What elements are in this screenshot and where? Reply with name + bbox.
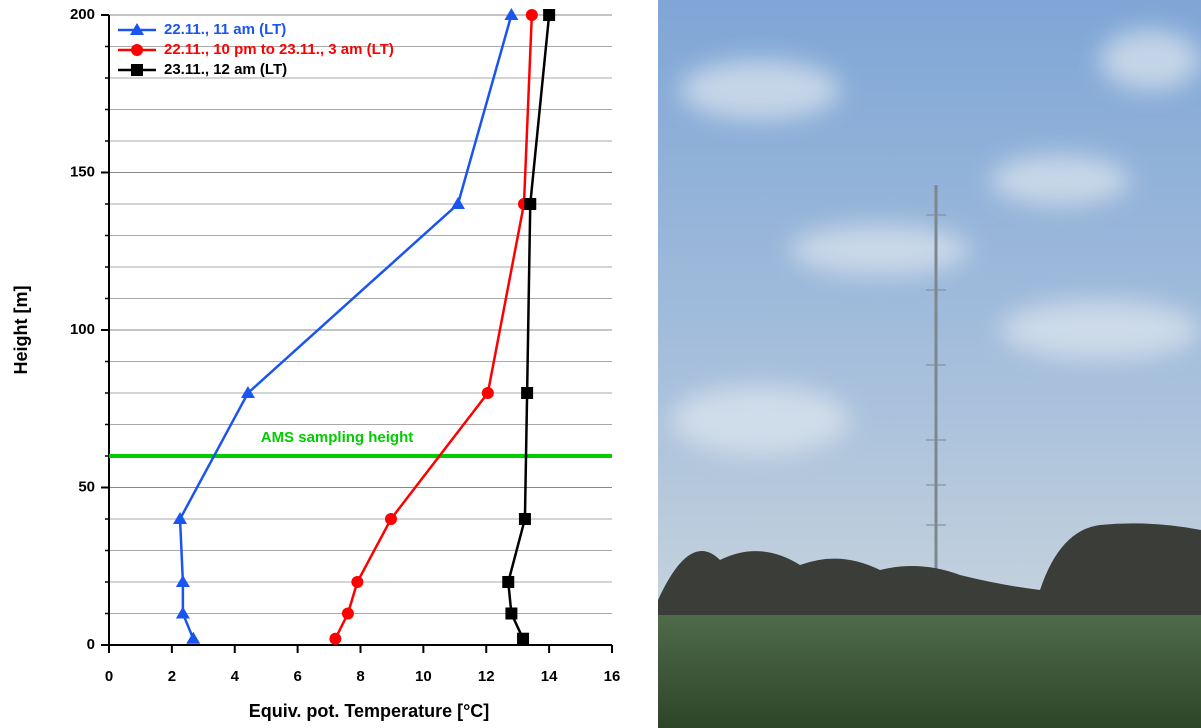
- marker: [176, 575, 190, 587]
- legend-marker: [131, 64, 143, 76]
- marker: [176, 607, 190, 619]
- marker: [504, 8, 518, 20]
- x-tick-label: 14: [541, 668, 558, 685]
- marker: [342, 608, 354, 620]
- marker: [519, 513, 531, 525]
- marker: [524, 198, 536, 210]
- y-tick-label: 100: [70, 321, 95, 338]
- x-axis-title: Equiv. pot. Temperature [°C]: [249, 701, 490, 721]
- legend-label: 23.11., 12 am (LT): [164, 61, 287, 78]
- x-tick-label: 2: [168, 668, 176, 685]
- marker: [173, 512, 187, 524]
- marker: [526, 9, 538, 21]
- marker: [385, 513, 397, 525]
- y-axis-title: Height [m]: [11, 286, 31, 375]
- marker: [505, 608, 517, 620]
- x-tick-label: 16: [604, 668, 621, 685]
- series-line: [180, 15, 511, 639]
- marker: [482, 387, 494, 399]
- figure: Equiv. pot. Temperature [°C] Height [m] …: [0, 0, 1201, 728]
- marker: [451, 197, 465, 209]
- x-tick-label: 6: [293, 668, 301, 685]
- x-tick-label: 10: [415, 668, 432, 685]
- marker: [543, 9, 555, 21]
- y-tick-label: 200: [70, 6, 95, 23]
- x-tick-label: 0: [105, 668, 113, 685]
- marker: [186, 632, 200, 644]
- marker: [521, 387, 533, 399]
- marker: [351, 576, 363, 588]
- legend-label: 22.11., 11 am (LT): [164, 21, 286, 38]
- reference-label: AMS sampling height: [261, 429, 414, 446]
- x-tick-label: 4: [231, 668, 240, 685]
- x-tick-label: 8: [356, 668, 364, 685]
- x-tick-label: 12: [478, 668, 495, 685]
- y-tick-label: 0: [87, 636, 95, 653]
- y-tick-label: 150: [70, 163, 95, 180]
- photo: [658, 0, 1201, 728]
- marker: [517, 633, 529, 645]
- marker: [502, 576, 514, 588]
- series-line: [335, 15, 531, 639]
- y-tick-label: 50: [78, 478, 95, 495]
- marker: [329, 633, 341, 645]
- legend-marker: [131, 44, 143, 56]
- legend-label: 22.11., 10 pm to 23.11., 3 am (LT): [164, 41, 394, 58]
